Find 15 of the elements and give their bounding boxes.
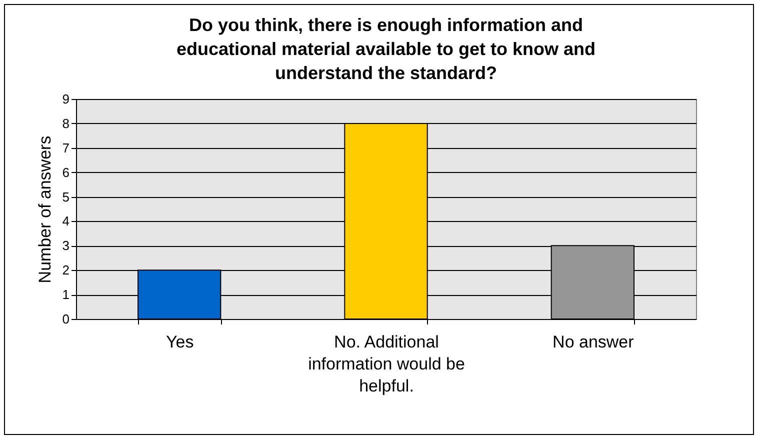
y-tick-label: 9 [62, 92, 70, 106]
y-tick-label: 3 [62, 238, 70, 254]
y-tick-label: 5 [62, 189, 70, 204]
y-tick-label: 4 [62, 214, 70, 229]
y-tick-label: 8 [62, 116, 70, 131]
x-tick-label: Yes [166, 332, 194, 352]
y-axis-title: Number of answers [35, 136, 54, 284]
y-tick-label: 6 [62, 164, 70, 180]
x-tick-label: No answer [552, 332, 634, 352]
x-tick-label: No. Additional information would be helpful. [308, 332, 465, 396]
y-tick-label: 1 [62, 287, 70, 302]
y-tick-label: 7 [62, 140, 70, 156]
chart-title: Do you think, there is enough information and educational material available to get to know and understand the standard? [176, 15, 596, 83]
y-tick-label: 2 [62, 262, 70, 278]
y-tick-label: 0 [62, 312, 70, 326]
